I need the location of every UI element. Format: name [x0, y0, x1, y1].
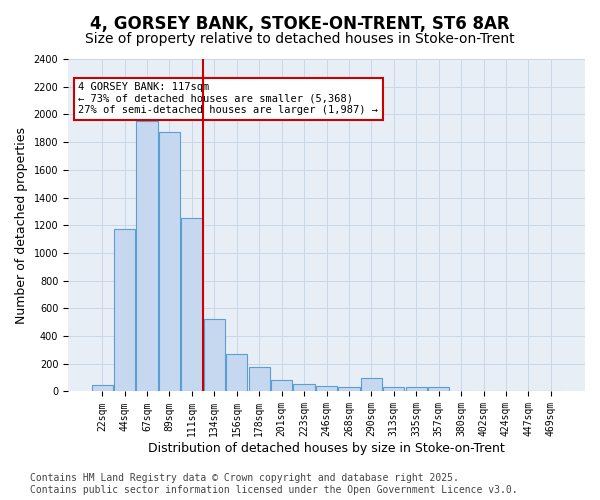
Bar: [428, 388, 449, 392]
Bar: [451, 391, 472, 392]
Y-axis label: Number of detached properties: Number of detached properties: [15, 126, 28, 324]
Bar: [316, 386, 337, 392]
Bar: [203, 318, 225, 392]
Bar: [540, 391, 562, 392]
Bar: [92, 384, 113, 392]
Bar: [271, 380, 292, 392]
Bar: [518, 391, 539, 392]
Bar: [226, 354, 247, 392]
Bar: [181, 218, 203, 392]
Bar: [361, 378, 382, 392]
Text: 4, GORSEY BANK, STOKE-ON-TRENT, ST6 8AR: 4, GORSEY BANK, STOKE-ON-TRENT, ST6 8AR: [90, 15, 510, 33]
Text: 4 GORSEY BANK: 117sqm
← 73% of detached houses are smaller (5,368)
27% of semi-d: 4 GORSEY BANK: 117sqm ← 73% of detached …: [79, 82, 379, 116]
Bar: [159, 132, 180, 392]
Bar: [473, 391, 494, 392]
Bar: [136, 122, 158, 392]
Bar: [114, 228, 135, 392]
Bar: [338, 386, 359, 392]
Bar: [406, 388, 427, 392]
Text: Contains HM Land Registry data © Crown copyright and database right 2025.
Contai: Contains HM Land Registry data © Crown c…: [30, 474, 518, 495]
Bar: [496, 391, 517, 392]
Bar: [293, 384, 315, 392]
Bar: [383, 388, 404, 392]
Bar: [248, 367, 270, 392]
Text: Size of property relative to detached houses in Stoke-on-Trent: Size of property relative to detached ho…: [85, 32, 515, 46]
X-axis label: Distribution of detached houses by size in Stoke-on-Trent: Distribution of detached houses by size …: [148, 442, 505, 455]
